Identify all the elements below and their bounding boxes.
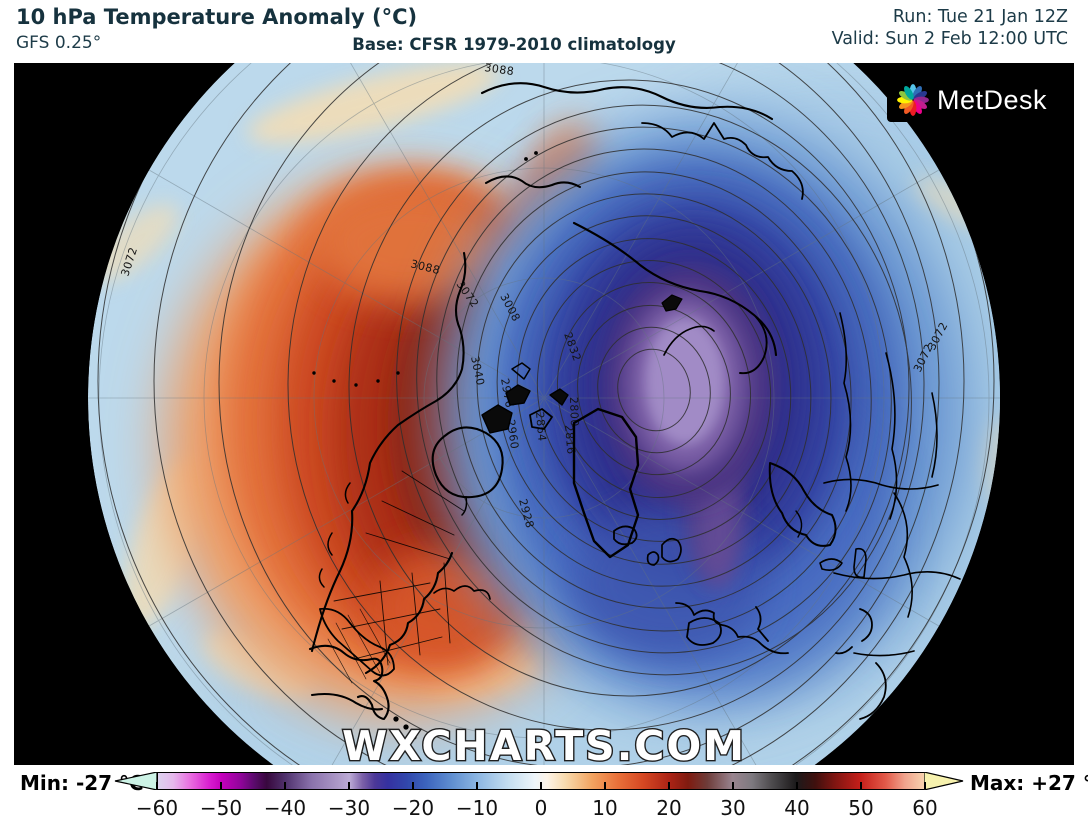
colorbar-tick-mark bbox=[284, 782, 286, 789]
colorbar-tick-label: −50 bbox=[199, 796, 243, 820]
contour-label: 2800 bbox=[567, 397, 581, 427]
colorbar-tick-label: −60 bbox=[135, 796, 179, 820]
metdesk-logo-text: MetDesk bbox=[937, 84, 1048, 115]
colorbar-tick-mark bbox=[476, 782, 478, 789]
contour-label: 3088 bbox=[484, 63, 516, 78]
model-label: GFS 0.25° bbox=[16, 33, 102, 53]
colorbar-tick-mark bbox=[924, 782, 926, 789]
colorbar-tick-mark bbox=[732, 782, 734, 789]
colorbar: Min: -27 °C Max: +27 °C −60−50−40−30−20−… bbox=[0, 765, 1088, 833]
colorbar-tick-mark bbox=[668, 782, 670, 789]
colorbar-tick-label: 50 bbox=[848, 796, 874, 820]
colorbar-tick-label: −20 bbox=[391, 796, 435, 820]
valid-label: Valid: Sun 2 Feb 12:00 UTC bbox=[831, 29, 1068, 49]
metdesk-logo: MetDesk bbox=[887, 78, 1065, 122]
colorbar-tick-label: −30 bbox=[327, 796, 371, 820]
contour-lines bbox=[97, 63, 995, 765]
metdesk-pinwheel-icon bbox=[897, 84, 929, 116]
colorbar-max-label: Max: +27 °C bbox=[970, 771, 1088, 795]
colorbar-tick-label: −10 bbox=[455, 796, 499, 820]
colorbar-tick-label: 30 bbox=[720, 796, 746, 820]
colorbar-tick-mark bbox=[412, 782, 414, 789]
colorbar-tick-mark bbox=[796, 782, 798, 789]
graticule bbox=[88, 63, 1000, 765]
map-canvas: 3072308830883072300830402976296028642832… bbox=[14, 63, 1074, 765]
weather-map: 3072308830883072300830402976296028642832… bbox=[14, 63, 1074, 765]
chart-title: 10 hPa Temperature Anomaly (°C) bbox=[16, 5, 418, 29]
colorbar-tick-label: −40 bbox=[263, 796, 307, 820]
colorbar-left-arrow bbox=[114, 772, 158, 790]
contour-label: 2816 bbox=[562, 424, 578, 455]
base-climatology-label: Base: CFSR 1979-2010 climatology bbox=[352, 35, 676, 54]
coastlines bbox=[308, 82, 961, 740]
colorbar-tick-mark bbox=[220, 782, 222, 789]
colorbar-tick-label: 0 bbox=[534, 796, 548, 820]
colorbar-tick-mark bbox=[604, 782, 606, 789]
colorbar-tick-label: 20 bbox=[656, 796, 682, 820]
colorbar-tick-label: 10 bbox=[592, 796, 618, 820]
colorbar-tick-label: 40 bbox=[784, 796, 810, 820]
colorbar-right-arrow bbox=[924, 772, 964, 790]
colorbar-tick-mark bbox=[540, 782, 542, 789]
contour-label: 3040 bbox=[468, 355, 487, 387]
colorbar-tick-mark bbox=[348, 782, 350, 789]
colorbar-tick-mark bbox=[156, 782, 158, 789]
contour-label: 2864 bbox=[533, 411, 549, 442]
colorbar-tick-label: 60 bbox=[912, 796, 938, 820]
watermark: WXCHARTS.COM bbox=[342, 722, 746, 765]
colorbar-tick-mark bbox=[860, 782, 862, 789]
run-label: Run: Tue 21 Jan 12Z bbox=[892, 7, 1068, 27]
